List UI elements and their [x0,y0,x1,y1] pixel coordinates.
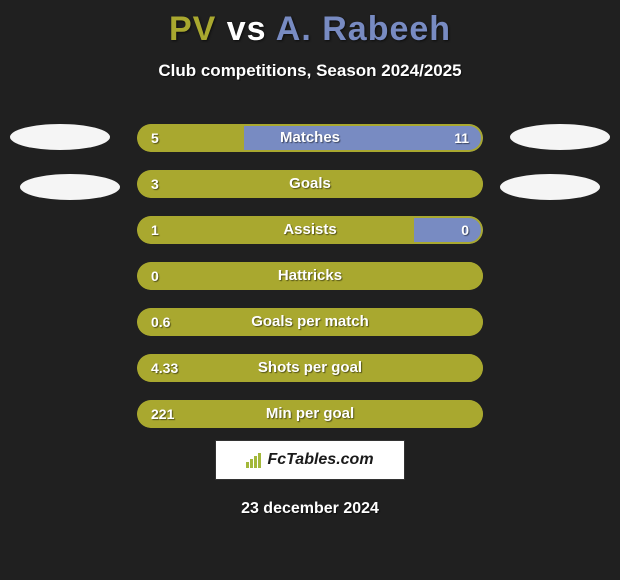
stat-label: Hattricks [137,262,483,290]
stat-row: Goals per match0.6 [137,308,483,336]
signal-icon [246,453,261,468]
player1-name: PV [169,10,216,48]
stat-label: Shots per goal [137,354,483,382]
stat-row: Min per goal221 [137,400,483,428]
stat-value-left: 0 [151,262,159,290]
stat-value-left: 221 [151,400,174,428]
stat-row: Assists1 0 [137,216,483,244]
stat-row: Goals3 [137,170,483,198]
player2-name: A. Rabeeh [276,10,451,48]
stat-value-left: 5 [151,124,159,152]
player1-badge-1 [10,124,110,150]
stat-value-right: 11 [454,124,469,152]
stat-label: Assists [137,216,483,244]
stat-value-left: 0.6 [151,308,170,336]
date-text: 23 december 2024 [0,500,620,518]
player2-badge-1 [510,124,610,150]
branding-logo: FcTables.com [215,440,405,480]
stat-value-right: 0 [461,216,469,244]
stat-value-left: 3 [151,170,159,198]
player2-badge-2 [500,174,600,200]
player1-badge-2 [20,174,120,200]
branding-text: FcTables.com [267,451,373,469]
stat-label: Matches [137,124,483,152]
stat-value-left: 4.33 [151,354,178,382]
stat-label: Min per goal [137,400,483,428]
page-title: PV vs A. Rabeeh [0,0,620,49]
vs-text: vs [227,10,267,48]
stat-row: Hattricks0 [137,262,483,290]
subtitle: Club competitions, Season 2024/2025 [0,61,620,81]
stat-value-left: 1 [151,216,159,244]
stat-row: Matches5 11 [137,124,483,152]
stat-row: Shots per goal4.33 [137,354,483,382]
stat-label: Goals per match [137,308,483,336]
stats-bars: Matches511Goals3Assists10Hattricks0Goals… [137,124,483,446]
stat-label: Goals [137,170,483,198]
